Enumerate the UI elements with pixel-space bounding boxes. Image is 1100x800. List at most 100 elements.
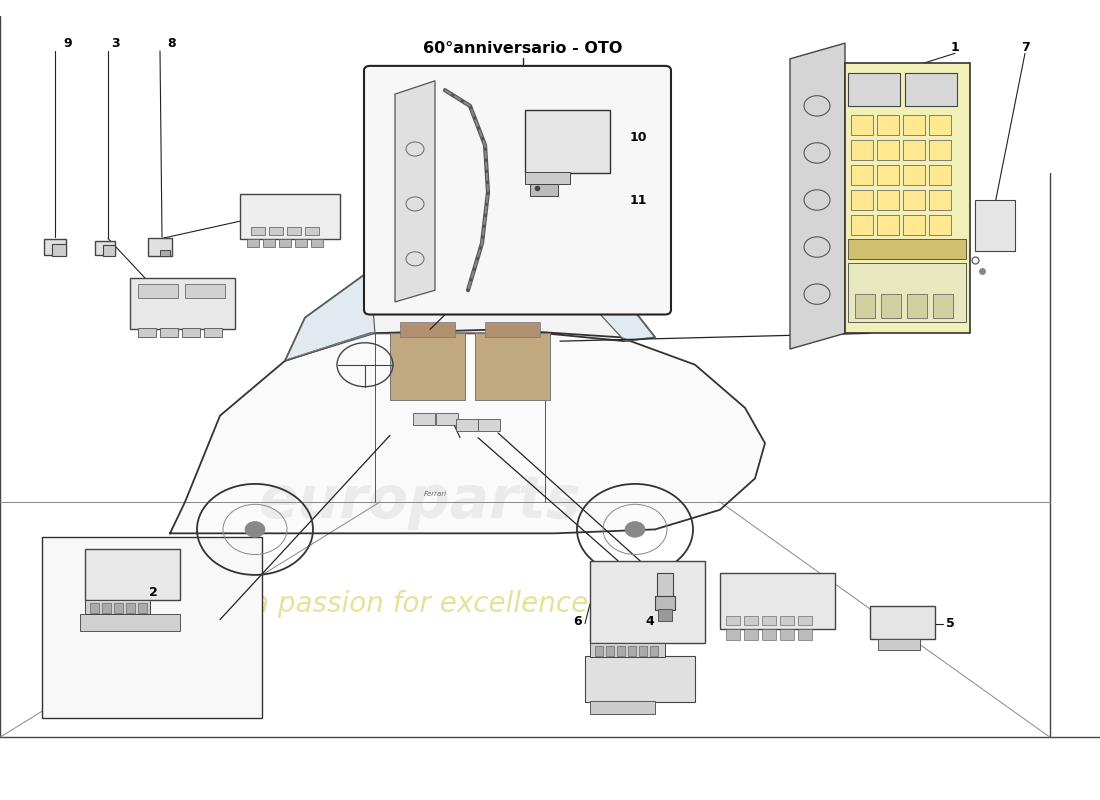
Text: 4: 4 [646,614,654,628]
Bar [182,328,200,338]
Bar [851,140,873,160]
Bar [903,140,925,160]
Bar [590,561,705,643]
Bar [287,227,301,235]
Bar [654,596,675,610]
Bar [851,215,873,235]
Bar [658,609,672,621]
Bar [780,629,794,640]
Text: 8: 8 [167,37,176,50]
Bar [628,646,636,656]
Bar [744,629,758,640]
Text: 11: 11 [629,194,647,206]
Polygon shape [544,255,654,341]
Bar [52,244,66,257]
Bar [855,294,875,318]
Bar [798,616,812,625]
Bar [44,239,66,255]
Text: 3: 3 [111,37,119,50]
Bar [585,657,695,702]
Bar [762,629,776,640]
Bar [590,701,654,714]
Text: 5: 5 [946,617,955,630]
Bar [845,62,970,334]
Bar [95,241,116,255]
Bar [848,239,966,259]
Bar [762,616,776,625]
Bar [877,165,899,185]
Bar [102,603,111,613]
Bar [240,194,340,239]
Bar [606,646,614,656]
Text: Ferrari: Ferrari [424,491,447,497]
Polygon shape [285,270,375,361]
Bar [726,629,740,640]
Bar [475,334,550,400]
Bar [114,603,123,613]
Text: 1: 1 [950,41,959,54]
Bar [903,215,925,235]
Text: europarts: europarts [258,474,581,530]
Bar [185,284,226,298]
Bar [905,73,957,106]
Bar [590,643,666,658]
Bar [138,328,156,338]
Bar [851,165,873,185]
Bar [160,250,170,257]
Bar [877,190,899,210]
Bar [595,646,603,656]
Bar [617,646,625,656]
Polygon shape [395,81,434,302]
Bar [103,245,116,256]
Bar [42,538,262,718]
Bar [160,328,178,338]
Text: 60°anniversario - OTO: 60°anniversario - OTO [422,42,623,57]
Text: a passion for excellence: a passion for excellence [252,590,589,618]
Bar [295,239,307,247]
Bar [975,200,1015,251]
Bar [930,114,952,135]
Bar [851,114,873,135]
Bar [744,616,758,625]
Text: 10: 10 [629,130,647,144]
Bar [720,573,835,629]
Bar [877,215,899,235]
Bar [85,600,150,614]
Bar [126,603,135,613]
Bar [80,614,180,631]
Circle shape [245,522,265,538]
Bar [933,294,953,318]
Bar [279,239,292,247]
Bar [248,239,258,247]
Bar [530,184,558,196]
Bar [650,646,658,656]
FancyBboxPatch shape [364,66,671,314]
Bar [305,227,319,235]
Bar [903,190,925,210]
Bar [657,573,673,596]
Bar [848,73,900,106]
Polygon shape [790,43,845,349]
Text: 7: 7 [1021,41,1030,54]
Bar [851,190,873,210]
Bar [456,419,478,431]
Bar [903,114,925,135]
Bar [930,215,952,235]
Bar [877,140,899,160]
Bar [639,646,647,656]
Bar [878,639,920,650]
Bar [525,172,570,184]
Bar [908,294,927,318]
Bar [130,278,235,330]
Bar [138,284,178,298]
Bar [726,616,740,625]
Polygon shape [285,251,654,361]
Bar [390,334,465,400]
Bar [525,110,610,173]
Bar [881,294,901,318]
Circle shape [625,522,645,538]
Text: 9: 9 [64,37,73,50]
Bar [90,603,99,613]
Bar [870,606,935,639]
Bar [263,239,275,247]
